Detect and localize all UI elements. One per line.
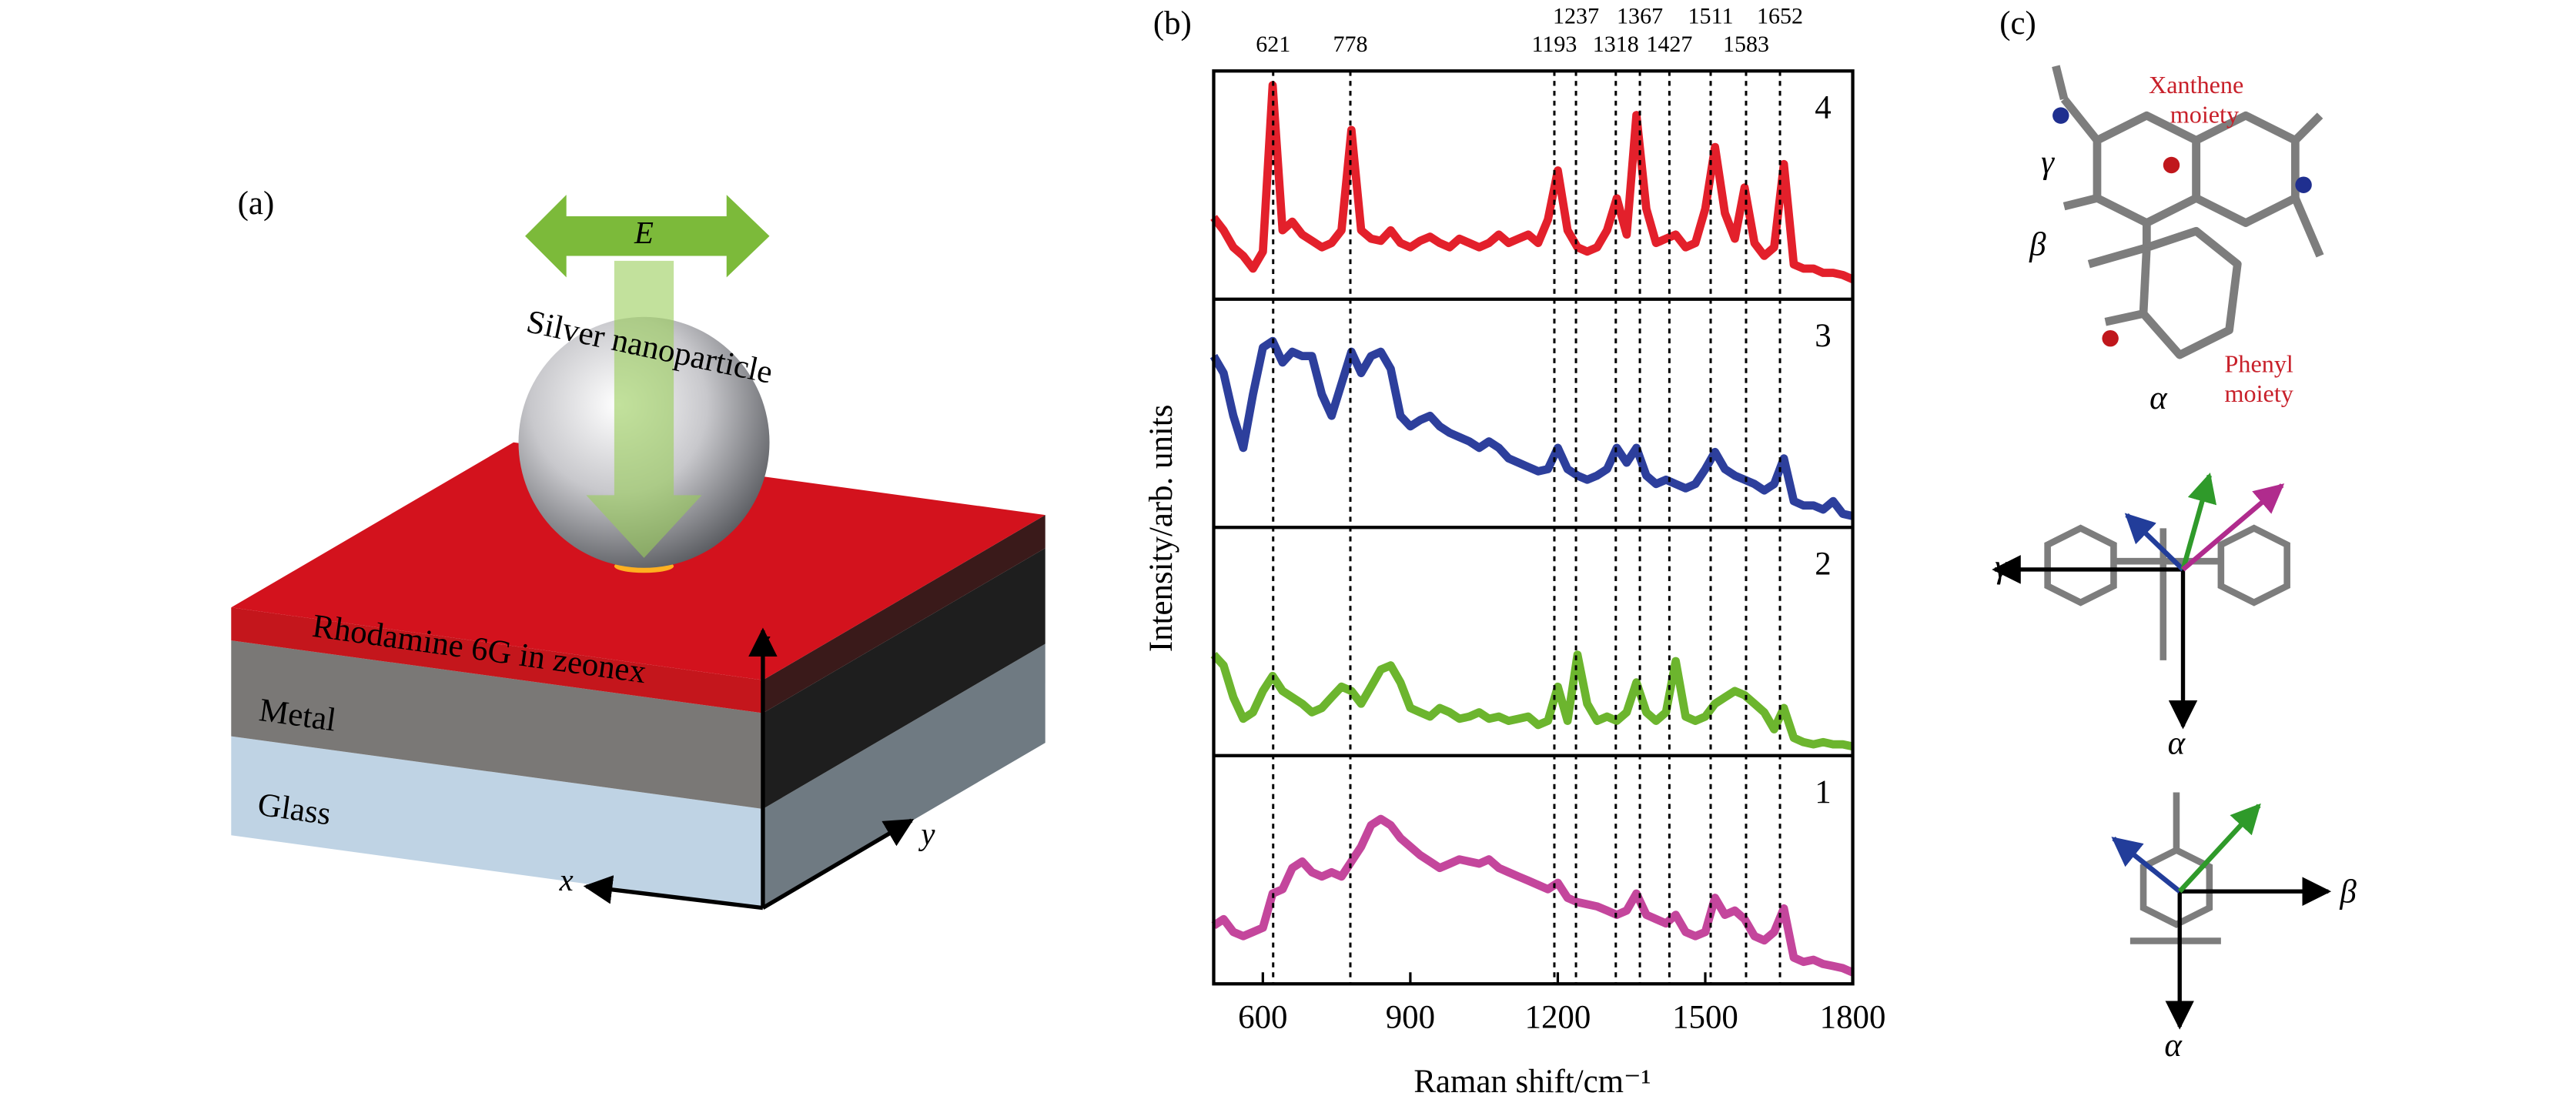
y-axis-arrow	[761, 818, 915, 910]
x-label: x	[559, 863, 574, 897]
y-label: y	[918, 817, 935, 851]
molecule-top	[2052, 65, 2324, 359]
vector	[2180, 472, 2217, 570]
x-tick-label: 600	[1238, 999, 1287, 1035]
field-arrow	[525, 195, 770, 278]
panel-b: (b) Raman shift/cm⁻¹ Intensity/arb. unit…	[1143, 3, 1885, 1099]
plot-frame	[1212, 69, 1855, 986]
panel-label: (c)	[1999, 5, 2036, 42]
light-arrow	[586, 260, 702, 558]
x-axis-arrow	[583, 875, 764, 911]
axis-label: β	[2339, 874, 2357, 910]
x-tick-label: 900	[1386, 999, 1435, 1035]
x-tick-label: 1800	[1820, 999, 1886, 1035]
axis-label: γ	[1995, 549, 2009, 585]
peak-label: 1511	[1688, 3, 1734, 28]
panel-c: (c) Xanthene moiety Phenyl moiety γ β α …	[1992, 5, 2357, 1064]
film-side	[762, 515, 1045, 713]
panel-label: (b)	[1153, 5, 1192, 42]
metal-layer	[231, 640, 763, 809]
vector	[2111, 837, 2182, 894]
x-tick-label: 1200	[1525, 999, 1591, 1035]
x-axis-title: Raman shift/cm⁻¹	[1413, 1064, 1651, 1100]
axis-label: β	[2029, 227, 2046, 263]
peak-label: 1583	[1723, 32, 1769, 57]
axis-label: α	[2168, 725, 2186, 761]
panel-a: E Silver nanoparticle Rhodamine 6G in ze…	[231, 185, 1045, 911]
z-label: z	[758, 623, 771, 658]
spectrum-line	[1210, 81, 1855, 283]
legend-label: 1	[1815, 774, 1831, 810]
legend-label: 2	[1815, 546, 1831, 583]
peak-label: 1427	[1646, 32, 1692, 57]
peak-label: 1652	[1757, 3, 1803, 28]
y-axis-title: Intensity/arb. units	[1143, 405, 1179, 653]
spectrum-line	[1211, 814, 1855, 977]
legend-label: 3	[1815, 318, 1831, 354]
panel-label: (a)	[238, 185, 275, 222]
glass-layer	[231, 736, 763, 908]
moiety-label: moiety	[2170, 101, 2239, 129]
peak-label: 621	[1256, 32, 1290, 57]
moiety-label: Phenyl	[2225, 350, 2293, 378]
molecule-bottom	[2129, 792, 2221, 944]
peak-label: 1367	[1617, 3, 1663, 28]
film-front	[231, 607, 763, 713]
peak-label: 778	[1333, 32, 1367, 57]
vector	[2181, 483, 2285, 572]
x-tick-label: 1500	[1672, 999, 1738, 1035]
moiety-label: Xanthene	[2149, 71, 2243, 99]
moiety-label: moiety	[2225, 379, 2293, 407]
vector	[2124, 513, 2185, 572]
legend-label: 4	[1815, 90, 1831, 126]
peak-label: 1237	[1553, 3, 1599, 28]
molecule-middle	[2044, 524, 2290, 660]
axis-label: α	[2149, 380, 2168, 416]
peak-label: 1193	[1532, 32, 1577, 57]
axis-label: γ	[2041, 144, 2055, 180]
metal-side	[762, 548, 1045, 809]
axis-label: α	[2164, 1027, 2183, 1064]
vector	[2177, 803, 2261, 894]
glass-side	[762, 643, 1045, 908]
spectrum-line	[1210, 650, 1854, 751]
peak-label: 1318	[1593, 32, 1639, 57]
spectrum-line	[1209, 336, 1854, 520]
field-label: E	[634, 216, 654, 250]
